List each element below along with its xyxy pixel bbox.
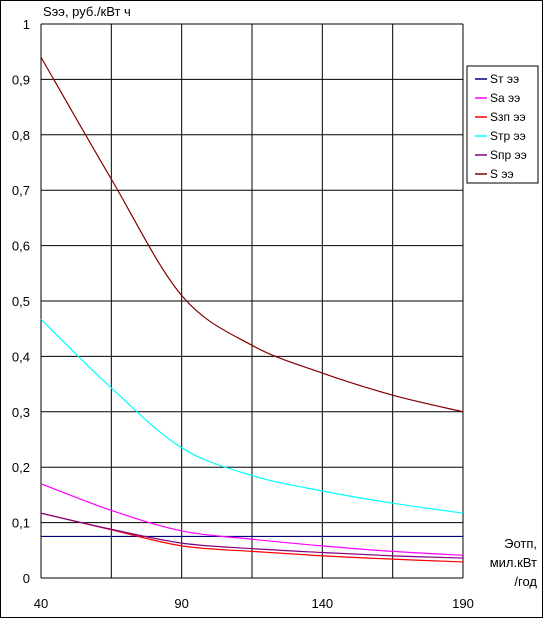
y-tick-label: 0,4 (12, 349, 30, 364)
axes (40, 24, 463, 579)
y-axis-label: Sээ, руб./кВт ч (43, 4, 131, 19)
legend-entry: S ээ (490, 167, 514, 181)
x-axis-label-line: мил.кВт (490, 555, 537, 570)
x-tick-label: 140 (311, 596, 333, 611)
legend-entry: Sа ээ (490, 91, 520, 105)
legend: Sт ээ Sа ээ Sзп ээ Sтр ээ Sпр ээ S ээ (466, 65, 539, 184)
legend-entry: Sзп ээ (490, 110, 526, 124)
series-lines (40, 56, 464, 563)
x-tick-label: 40 (34, 596, 48, 611)
y-tick-label: 0 (23, 571, 30, 586)
y-tick-label: 0,6 (12, 239, 30, 254)
y-tick-label: 0,7 (12, 183, 30, 198)
legend-entry: Sт ээ (490, 72, 519, 86)
legend-entry: Sтр ээ (490, 129, 526, 143)
y-tick-label: 0,2 (12, 460, 30, 475)
series-line-5 (40, 512, 464, 559)
series-line-2 (40, 483, 464, 556)
y-tick-label: 1 (23, 17, 30, 32)
y-tick-label: 0,5 (12, 294, 30, 309)
series-line-6 (40, 56, 464, 413)
y-tick-label: 0,1 (12, 516, 30, 531)
x-tick-label: 190 (452, 596, 474, 611)
x-axis-label-line: /год (514, 574, 537, 589)
y-tick-label: 0,9 (12, 72, 30, 87)
legend-box (466, 65, 539, 184)
x-tick-label: 90 (174, 596, 188, 611)
x-axis-label: Эотп, мил.кВт/год (490, 536, 538, 589)
legend-entry: Sпр ээ (490, 148, 527, 162)
y-tick-label: 0,3 (12, 405, 30, 420)
x-axis-label-line: Эотп, (504, 536, 537, 551)
series-line-4 (40, 318, 464, 514)
y-tick-label: 0,8 (12, 128, 30, 143)
